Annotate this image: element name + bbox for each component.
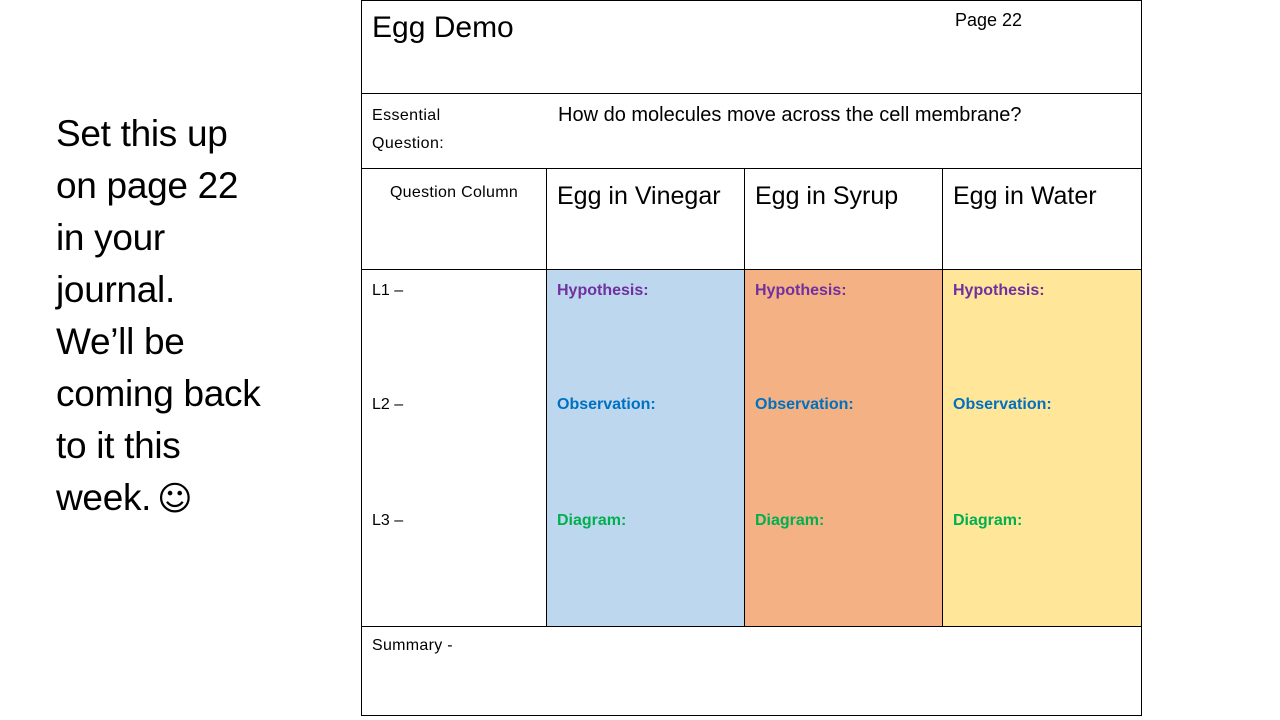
diagram-label: Diagram: <box>953 512 1023 529</box>
side-note-line: to it this <box>56 425 181 466</box>
title-row: Egg Demo Page 22 <box>361 0 1142 94</box>
table-title: Egg Demo <box>372 11 514 44</box>
side-note-line: journal. <box>56 269 175 310</box>
question-column-cell: L1 – L2 – L3 – <box>361 269 547 627</box>
column-header-water: Egg in Water <box>942 168 1142 270</box>
side-note-line: week. <box>56 477 152 518</box>
notes-table: Egg Demo Page 22 Essential Question: How… <box>361 0 1142 716</box>
essential-question-text: How do molecules move across the cell me… <box>558 104 1022 126</box>
level-label: L1 – <box>372 282 404 299</box>
syrup-notes-cell: Hypothesis: Observation: Diagram: <box>744 269 943 627</box>
title-cell: Egg Demo Page 22 <box>361 0 1142 94</box>
side-note-line: Set this up <box>56 113 228 154</box>
side-note-line-last: week. ☺ <box>56 472 296 525</box>
diagram-label: Diagram: <box>557 512 627 529</box>
summary-cell: Summary - <box>361 626 1142 716</box>
level-label: L3 – <box>372 512 404 529</box>
observation-label: Observation: <box>557 396 656 413</box>
notes-row: L1 – L2 – L3 – Hypothesis: Observation: … <box>361 269 1142 627</box>
hypothesis-label: Hypothesis: <box>557 282 649 299</box>
hypothesis-label: Hypothesis: <box>953 282 1045 299</box>
observation-label: Observation: <box>755 396 854 413</box>
side-note-line: in your <box>56 217 165 258</box>
side-note-line: We’ll be <box>56 321 185 362</box>
smiley-icon: ☺ <box>157 479 193 519</box>
observation-label: Observation: <box>953 396 1052 413</box>
page-number: Page 22 <box>955 10 1023 30</box>
column-header-syrup: Egg in Syrup <box>744 168 943 270</box>
vinegar-notes-cell: Hypothesis: Observation: Diagram: <box>546 269 745 627</box>
side-note: Set this up on page 22 in your journal. … <box>56 108 296 525</box>
column-header-vinegar: Egg in Vinegar <box>546 168 745 270</box>
hypothesis-label: Hypothesis: <box>755 282 847 299</box>
essential-question-row: Essential Question: How do molecules mov… <box>361 93 1142 169</box>
diagram-label: Diagram: <box>755 512 825 529</box>
essential-question-cell: Essential Question: How do molecules mov… <box>361 93 1142 169</box>
side-note-line: on page 22 <box>56 165 239 206</box>
water-notes-cell: Hypothesis: Observation: Diagram: <box>942 269 1142 627</box>
header-row: Question Column Egg in Vinegar Egg in Sy… <box>361 168 1142 270</box>
summary-row: Summary - <box>361 626 1142 716</box>
question-column-header: Question Column <box>361 168 547 270</box>
side-note-line: coming back <box>56 373 261 414</box>
essential-question-label: Essential Question: <box>372 107 445 152</box>
summary-label: Summary - <box>372 637 453 654</box>
level-label: L2 – <box>372 396 404 413</box>
